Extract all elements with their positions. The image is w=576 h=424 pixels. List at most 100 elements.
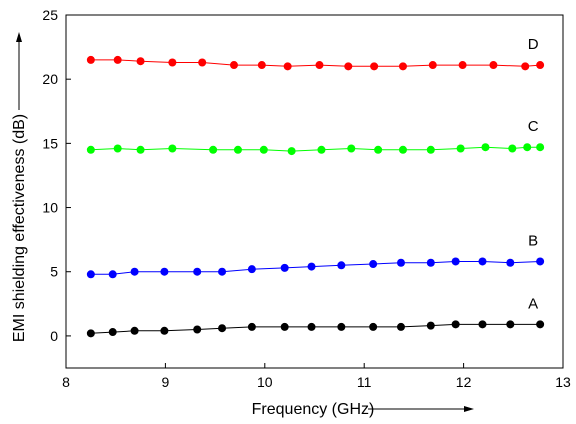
data-point	[508, 144, 517, 153]
data-point	[426, 145, 435, 154]
y-tick-label: 0	[50, 328, 58, 344]
data-point	[478, 320, 487, 329]
data-point	[257, 61, 266, 70]
data-point	[307, 262, 316, 271]
data-point	[374, 145, 383, 154]
y-axis-ticks: 0 5 10 15 20 25	[42, 7, 71, 344]
data-point	[369, 260, 378, 269]
data-point	[86, 270, 95, 279]
data-point	[86, 145, 95, 154]
data-point	[198, 58, 207, 67]
data-point	[396, 258, 405, 267]
data-point	[259, 145, 268, 154]
data-point	[536, 61, 545, 70]
data-point	[426, 258, 435, 267]
data-point	[229, 61, 238, 70]
x-tick-label: 13	[555, 374, 571, 390]
series-c	[86, 143, 545, 156]
x-tick-label: 11	[357, 374, 372, 390]
data-point	[136, 145, 145, 154]
data-point	[521, 62, 530, 71]
data-point	[478, 257, 487, 266]
data-point	[108, 328, 117, 337]
data-point	[456, 144, 465, 153]
data-point	[218, 267, 227, 276]
data-point	[283, 62, 292, 71]
series-label: D	[528, 36, 539, 53]
data-point	[160, 326, 169, 335]
x-axis-title: Frequency (GHz)	[252, 401, 375, 418]
data-point	[247, 265, 256, 274]
data-point	[233, 145, 242, 154]
data-point	[506, 320, 515, 329]
y-axis-arrow	[16, 32, 22, 110]
data-point	[113, 144, 122, 153]
data-point	[369, 322, 378, 331]
data-point	[136, 57, 145, 66]
series-label: A	[528, 295, 538, 312]
data-point	[108, 270, 117, 279]
data-point	[426, 321, 435, 330]
plot-frame	[65, 14, 564, 369]
series-a	[86, 320, 545, 338]
data-point	[193, 325, 202, 334]
data-point	[130, 326, 139, 335]
series-line	[90, 59, 541, 67]
data-point	[398, 145, 407, 154]
series-layer	[86, 55, 545, 338]
data-point	[160, 267, 169, 276]
data-point	[396, 322, 405, 331]
data-point	[307, 322, 316, 331]
data-point	[398, 62, 407, 71]
data-point	[315, 61, 324, 70]
data-point	[481, 143, 490, 152]
data-point	[536, 257, 545, 266]
data-point	[337, 322, 346, 331]
series-d	[86, 55, 545, 71]
data-point	[86, 55, 95, 64]
data-point	[344, 62, 353, 71]
data-point	[209, 145, 218, 154]
series-line	[90, 261, 541, 275]
data-point	[428, 61, 437, 70]
data-point	[489, 61, 498, 70]
data-point	[168, 58, 177, 67]
data-point	[218, 324, 227, 333]
data-point	[317, 145, 326, 154]
data-point	[347, 144, 356, 153]
data-point	[193, 267, 202, 276]
data-point	[536, 143, 545, 152]
series-label: C	[528, 118, 539, 135]
series-label: B	[528, 232, 538, 249]
data-point	[506, 258, 515, 267]
series-line	[90, 146, 541, 152]
data-point	[86, 329, 95, 338]
y-axis-title: EMI shielding effectiveness (dB)	[11, 114, 28, 342]
data-point	[280, 322, 289, 331]
data-point	[280, 263, 289, 272]
series-labels: A B C D	[528, 36, 539, 312]
data-point	[451, 257, 460, 266]
series-line	[90, 323, 541, 334]
x-tick-label: 9	[162, 374, 170, 390]
data-point	[370, 62, 379, 71]
x-tick-label: 10	[257, 374, 273, 390]
data-point	[130, 267, 139, 276]
data-point	[523, 143, 532, 152]
y-tick-label: 5	[50, 264, 58, 280]
y-tick-label: 20	[42, 71, 58, 87]
y-tick-label: 10	[42, 200, 58, 216]
data-point	[287, 147, 296, 156]
data-point	[458, 61, 467, 70]
data-point	[113, 55, 122, 64]
data-point	[451, 320, 460, 329]
series-b	[86, 257, 545, 279]
data-point	[247, 322, 256, 331]
x-tick-label: 12	[456, 374, 472, 390]
y-tick-label: 25	[42, 7, 58, 23]
x-axis-arrow	[368, 406, 474, 412]
x-tick-label: 8	[62, 374, 70, 390]
data-point	[168, 144, 177, 153]
data-point	[337, 261, 346, 270]
